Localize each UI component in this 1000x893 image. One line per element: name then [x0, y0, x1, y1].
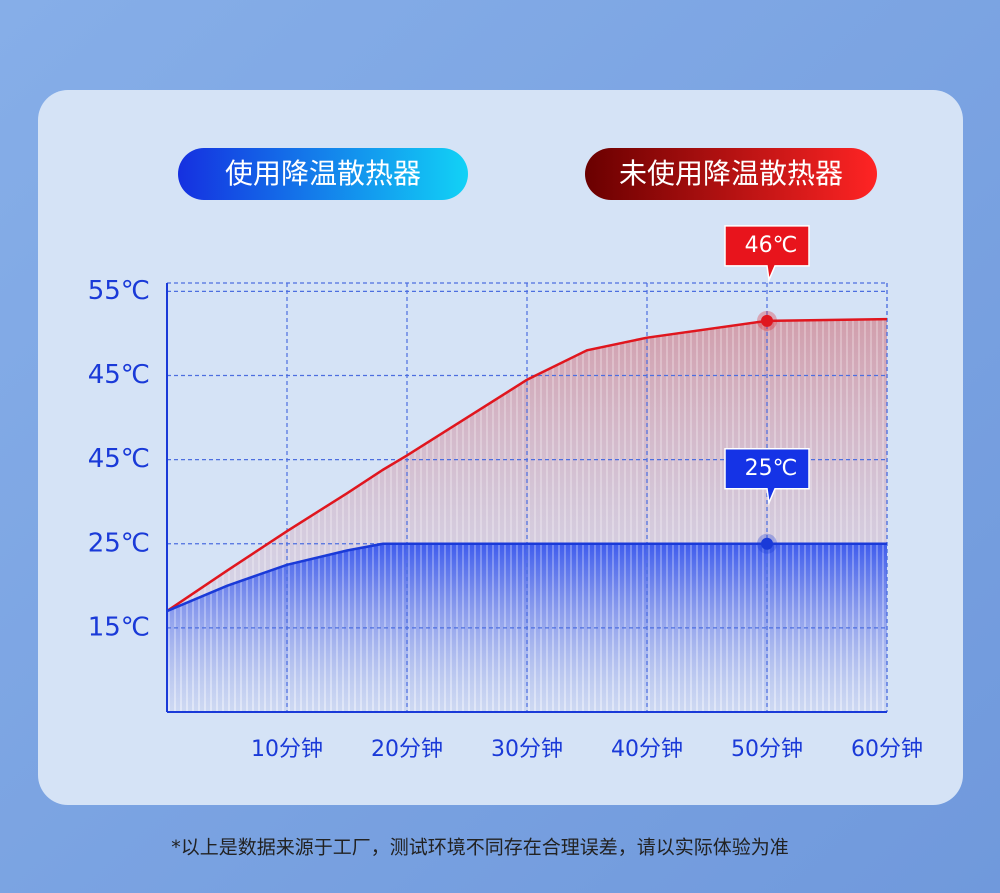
x-tick-label: 30分钟 — [491, 737, 563, 762]
legend-label: 未使用降温散热器 — [619, 157, 843, 190]
x-tick-label: 50分钟 — [731, 737, 803, 762]
x-tick-label: 20分钟 — [371, 737, 443, 762]
y-tick-label: 15℃ — [88, 612, 150, 642]
y-tick-label: 25℃ — [88, 528, 150, 558]
line — [166, 542, 887, 613]
annotation: 46℃ — [745, 233, 798, 258]
annotation: 25℃ — [745, 456, 798, 481]
marker — [761, 314, 773, 327]
x-tick-label: 10分钟 — [251, 737, 323, 762]
marker — [761, 537, 773, 550]
y-tick-label: 45℃ — [88, 444, 150, 474]
x-tick-label: 60分钟 — [851, 737, 923, 762]
x-tick-label: 40分钟 — [611, 737, 683, 762]
line — [166, 317, 888, 613]
legend-swatch — [178, 148, 468, 200]
y-tick-label: 45℃ — [88, 360, 150, 390]
annotation-bubble — [724, 448, 810, 506]
legend-swatch — [585, 148, 877, 200]
legend-label: 使用降温散热器 — [225, 157, 421, 190]
annotation-bubble — [724, 225, 810, 283]
plot: 15℃ 25℃ 45℃ 45℃ 55℃ 10分钟 20分钟 30分钟 40分钟 50分钟 60分钟 2… — [88, 225, 923, 762]
footnote: *以上是数据来源于工厂，测试环境不同存在合理误差，请以实际体验为准 — [171, 837, 789, 859]
y-tick-label: 55℃ — [88, 276, 150, 306]
